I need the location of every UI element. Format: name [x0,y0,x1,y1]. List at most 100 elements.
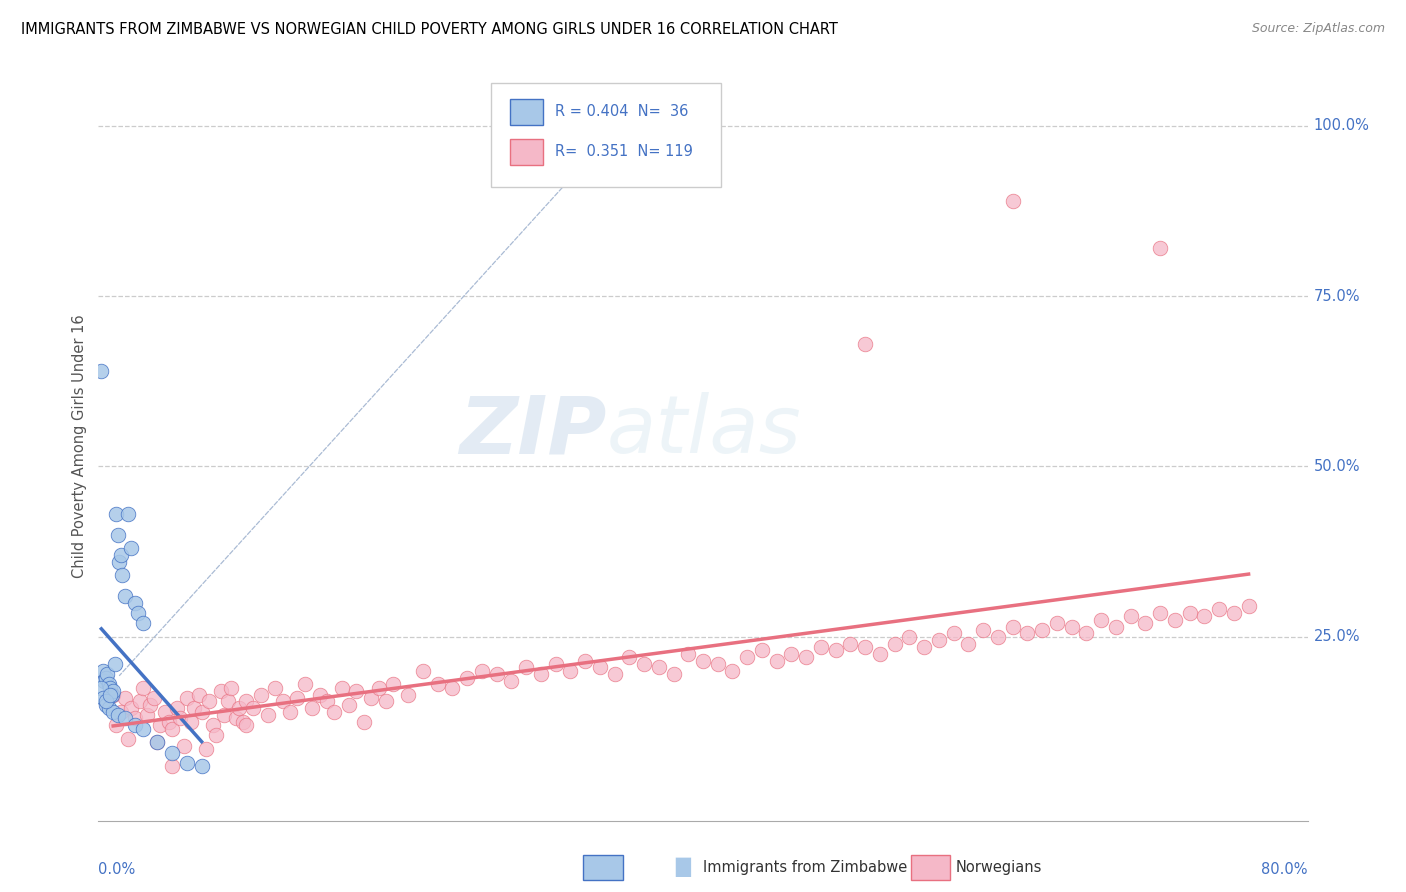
Point [166,701,188,715]
Point [111,568,134,582]
Point [412,664,434,678]
Point [190,705,212,719]
Point [90,681,112,695]
Point [143,691,166,706]
Point [120,541,142,556]
Point [136,708,159,723]
FancyBboxPatch shape [509,99,543,125]
Point [1237,599,1260,613]
Point [202,718,225,732]
Point [706,657,728,671]
Point [176,756,198,770]
Point [633,657,655,671]
Point [346,684,368,698]
Point [603,667,626,681]
Point [780,647,803,661]
Point [396,688,419,702]
Point [124,596,146,610]
Point [128,694,150,708]
Point [217,694,239,708]
Point [721,664,744,678]
Point [131,681,153,695]
Point [117,507,139,521]
FancyBboxPatch shape [492,83,721,187]
Point [1164,613,1187,627]
Point [287,691,309,706]
Point [94,698,117,712]
Point [692,654,714,668]
Point [235,694,257,708]
Point [1031,623,1053,637]
Point [232,714,254,729]
Point [190,759,212,773]
Point [330,681,353,695]
Point [1060,619,1083,633]
Point [120,701,142,715]
Point [301,701,323,715]
Point [98,688,121,702]
Text: Source: ZipAtlas.com: Source: ZipAtlas.com [1251,22,1385,36]
Point [90,364,112,378]
Point [544,657,567,671]
Point [160,746,183,760]
Point [928,633,950,648]
Text: 75.0%: 75.0% [1313,289,1360,303]
Text: ZIP: ZIP [458,392,606,470]
Point [530,667,553,681]
Point [1119,609,1142,624]
Point [883,636,905,650]
Point [101,705,124,719]
Point [589,660,612,674]
Point [375,694,398,708]
Point [1001,619,1024,633]
Point [146,735,169,749]
Point [1046,616,1069,631]
Point [294,677,316,691]
Point [146,735,169,749]
Point [662,667,685,681]
Point [898,630,921,644]
Point [94,694,117,708]
Point [110,548,132,562]
FancyBboxPatch shape [509,139,543,165]
Point [98,681,121,695]
Point [987,630,1010,644]
Point [367,681,389,695]
Point [942,626,965,640]
Point [101,688,124,702]
Point [91,664,114,678]
Y-axis label: Child Poverty Among Girls Under 16: Child Poverty Among Girls Under 16 [72,314,87,578]
Text: 0.0%: 0.0% [98,862,135,877]
Point [264,681,287,695]
Point [198,694,221,708]
Point [160,722,183,736]
Point [810,640,832,654]
Text: IMMIGRANTS FROM ZIMBABWE VS NORWEGIAN CHILD POVERTY AMONG GIRLS UNDER 16 CORRELA: IMMIGRANTS FROM ZIMBABWE VS NORWEGIAN CH… [21,22,838,37]
Point [1076,626,1098,640]
Point [1149,242,1171,256]
Text: 25.0%: 25.0% [1313,629,1360,644]
Point [323,705,346,719]
Point [1149,606,1171,620]
Text: R = 0.404  N=  36: R = 0.404 N= 36 [555,104,689,120]
Point [853,640,876,654]
Point [1178,606,1201,620]
Point [751,643,773,657]
Point [501,673,523,688]
Point [353,714,375,729]
Point [853,336,876,351]
Point [195,742,218,756]
Point [1223,606,1246,620]
Point [316,694,339,708]
Point [1105,619,1128,633]
Point [131,722,153,736]
Point [101,684,124,698]
Point [93,673,115,688]
Point [619,650,641,665]
Point [97,701,120,715]
Point [91,691,114,706]
Point [1001,194,1024,208]
Point [94,671,117,685]
Point [1090,613,1112,627]
Text: 80.0%: 80.0% [1261,862,1308,877]
